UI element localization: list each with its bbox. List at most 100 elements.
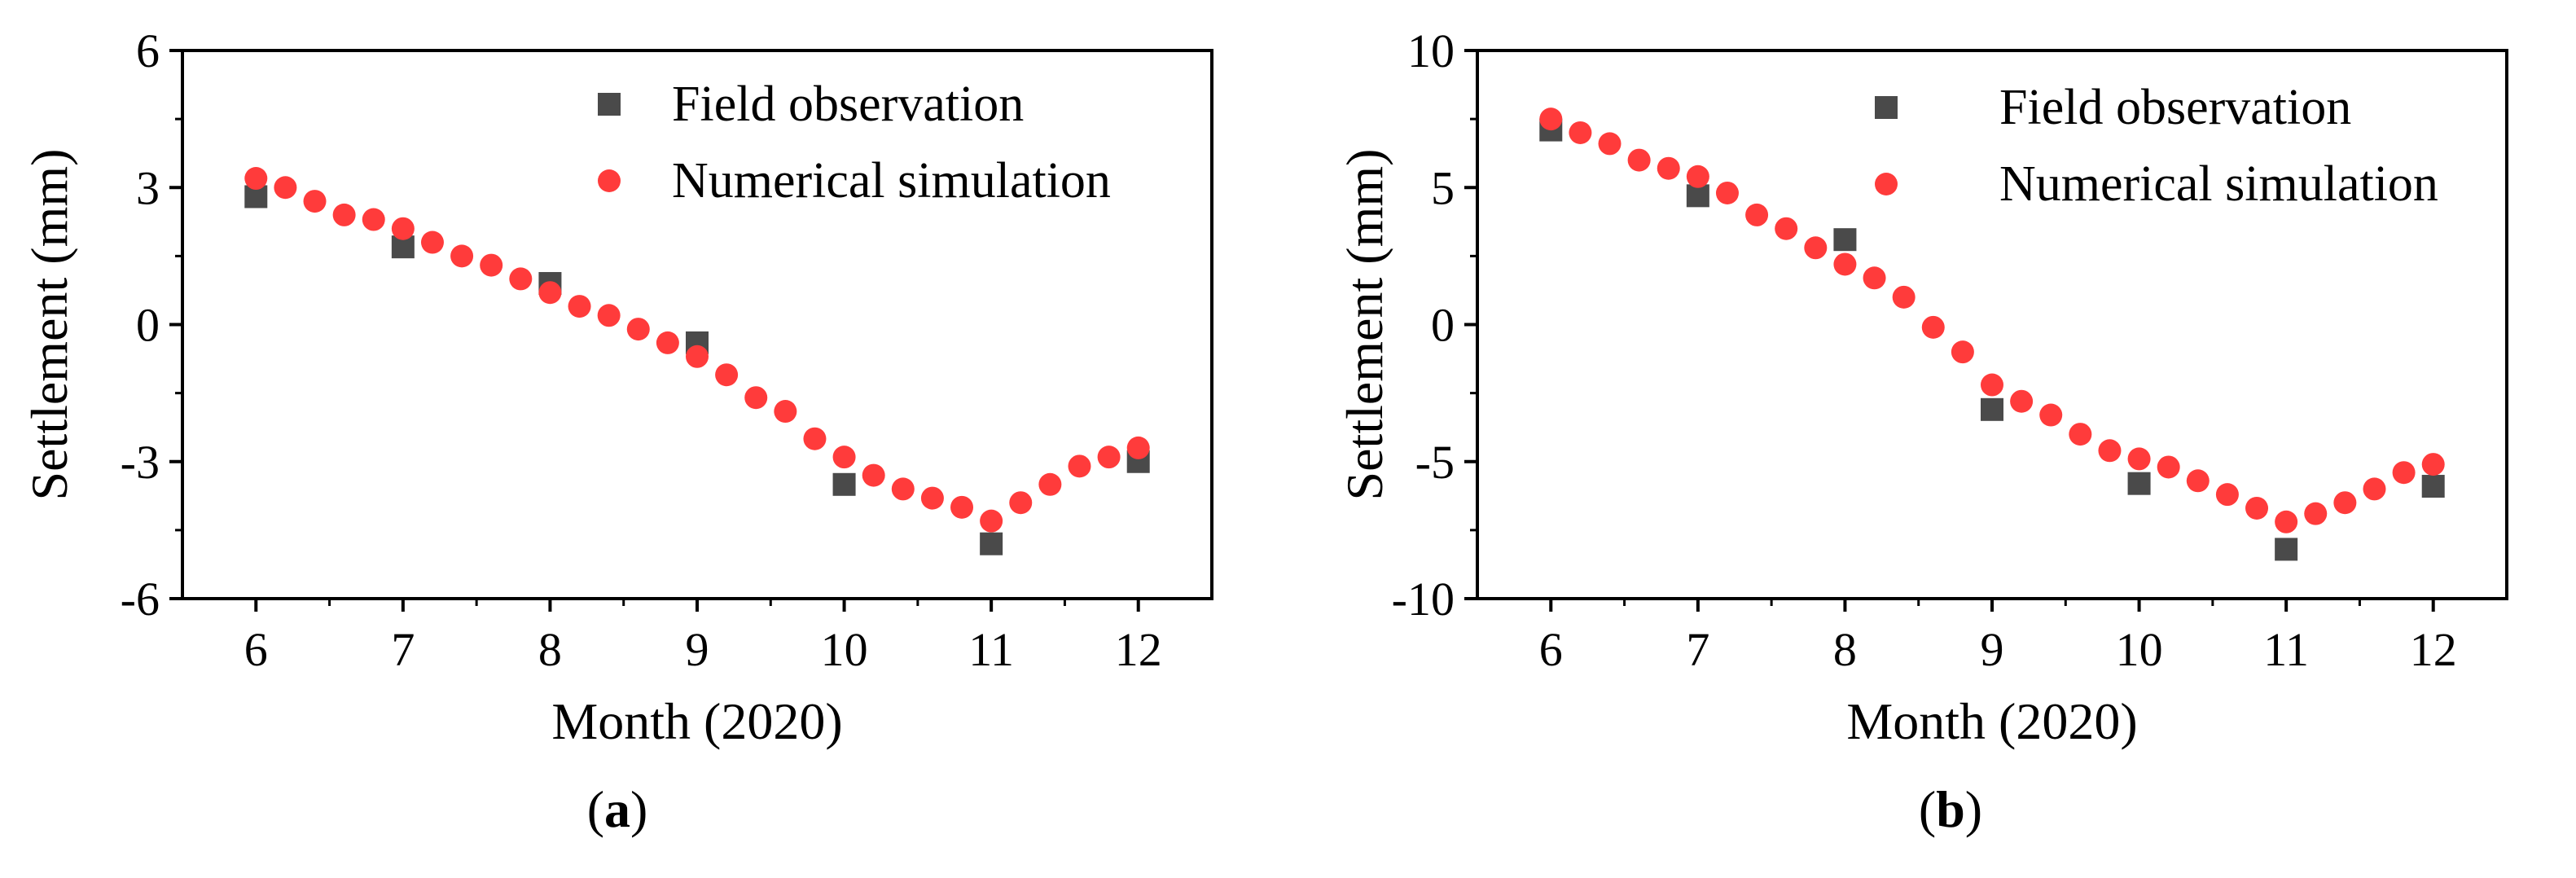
numerical-simulation-point <box>744 386 768 410</box>
y-tick-label: 10 <box>1407 24 1455 77</box>
y-tick-label: 0 <box>1431 299 1455 352</box>
numerical-simulation-point <box>1775 217 1798 240</box>
legend-square-marker <box>1875 96 1898 119</box>
numerical-simulation-point <box>1981 373 2003 397</box>
caption-letter: a <box>604 780 630 838</box>
field-observation-point <box>2421 475 2445 498</box>
numerical-simulation-point <box>480 253 503 277</box>
numerical-simulation-point <box>2186 469 2210 493</box>
x-tick-label: 10 <box>821 623 868 676</box>
numerical-simulation-point <box>362 208 385 231</box>
field-observation-point <box>2127 472 2151 495</box>
numerical-simulation-point <box>2245 496 2269 520</box>
numerical-simulation-point <box>803 427 827 450</box>
numerical-simulation-point <box>2421 453 2445 476</box>
y-axis-title: Settlement (mm) <box>20 149 78 501</box>
field-observation-point <box>1686 184 1709 208</box>
numerical-simulation-point <box>1863 266 1886 290</box>
x-axis-title: Month (2020) <box>551 692 842 750</box>
legend-label-numerical-simulation: Numerical simulation <box>1999 156 2438 212</box>
numerical-simulation-point <box>303 190 327 213</box>
caption-close-paren: ) <box>1965 780 1982 838</box>
x-tick-label: 12 <box>1115 623 1162 676</box>
legend-label-field-observation: Field observation <box>1999 80 2351 135</box>
numerical-simulation-point <box>1833 252 1857 276</box>
numerical-simulation-point <box>1569 121 1592 144</box>
numerical-simulation-point <box>2304 502 2328 525</box>
panel-caption: (b) <box>1919 780 1982 838</box>
numerical-simulation-point <box>1038 472 1062 496</box>
field-observation-point <box>980 532 1003 555</box>
numerical-simulation-point <box>2333 491 2357 515</box>
caption-letter: b <box>1936 780 1965 838</box>
field-observation-point <box>1981 397 2003 421</box>
caption-close-paren: ) <box>630 780 647 838</box>
numerical-simulation-point <box>656 331 679 354</box>
numerical-simulation-point <box>391 217 415 240</box>
numerical-simulation-point <box>1715 181 1739 204</box>
y-tick-label: -10 <box>1392 573 1455 626</box>
legend-circle-marker <box>598 169 621 192</box>
numerical-simulation-point <box>2010 389 2034 413</box>
legend-label-field-observation: Field observation <box>672 77 1024 132</box>
numerical-simulation-point <box>1951 340 1974 364</box>
numerical-simulation-point <box>2275 510 2298 533</box>
numerical-simulation-point <box>1745 203 1769 226</box>
x-tick-label: 11 <box>2263 623 2309 676</box>
numerical-simulation-point <box>2215 483 2239 507</box>
numerical-simulation-point <box>1921 315 1945 339</box>
numerical-simulation-point <box>2157 455 2180 479</box>
panel-a: -6 -3 0 3 6 6 7 8 9 10 11 12 Month (2020) Settlement … <box>20 24 1213 838</box>
numerical-simulation-point <box>891 477 915 501</box>
legend-label-numerical-simulation: Numerical simulation <box>672 153 1111 209</box>
y-axis-title: Settlement (mm) <box>1336 149 1393 501</box>
numerical-simulation-point <box>686 345 709 368</box>
x-tick-label: 11 <box>968 623 1014 676</box>
caption-open-paren: ( <box>587 780 604 838</box>
numerical-simulation-point <box>920 486 944 510</box>
numerical-simulation-point <box>715 363 739 387</box>
numerical-simulation-point <box>597 304 621 327</box>
numerical-simulation-point <box>832 446 856 469</box>
numerical-simulation-point <box>1009 491 1033 515</box>
numerical-simulation-point <box>950 495 974 519</box>
numerical-simulation-point <box>244 167 268 191</box>
x-tick-label: 6 <box>1539 623 1563 676</box>
y-tick-label: -3 <box>121 436 160 489</box>
numerical-simulation-point <box>2069 423 2092 446</box>
plot-frame <box>181 49 1213 600</box>
numerical-simulation-point <box>2363 477 2386 501</box>
y-tick-label: 3 <box>136 161 160 214</box>
y-tick-label: -5 <box>1415 436 1455 489</box>
numerical-simulation-point <box>2098 439 2122 463</box>
y-tick-label: 6 <box>136 24 160 77</box>
y-tick-label: 0 <box>136 299 160 352</box>
numerical-simulation-point <box>1068 454 1091 478</box>
legend-circle-marker <box>1875 173 1898 195</box>
x-tick-label: 6 <box>244 623 268 676</box>
y-tick-label: -6 <box>121 573 160 626</box>
x-tick-label: 7 <box>391 623 415 676</box>
numerical-simulation-point <box>1539 108 1563 131</box>
panel-b: -10 -5 0 5 10 6 7 8 9 10 11 12 Month (2020) Settlemen… <box>1336 24 2508 838</box>
x-tick-label: 8 <box>538 623 562 676</box>
numerical-simulation-point <box>2392 461 2416 485</box>
x-tick-label: 7 <box>1686 623 1709 676</box>
numerical-simulation-point <box>332 203 356 226</box>
numerical-simulation-point <box>450 244 474 268</box>
x-tick-label: 10 <box>2116 623 2163 676</box>
x-tick-label: 9 <box>686 623 709 676</box>
numerical-simulation-point <box>1657 156 1680 180</box>
numerical-simulation-point <box>509 267 533 291</box>
numerical-simulation-point <box>2127 447 2151 471</box>
numerical-simulation-point <box>1804 236 1828 260</box>
numerical-simulation-point <box>1598 132 1622 156</box>
numerical-simulation-point <box>774 400 797 424</box>
field-observation-point <box>832 472 856 496</box>
x-axis-title: Month (2020) <box>1846 692 2137 750</box>
field-observation-point <box>2275 538 2298 561</box>
numerical-simulation-point <box>980 509 1003 533</box>
numerical-simulation-point <box>1097 446 1121 469</box>
numerical-simulation-point <box>2039 403 2063 427</box>
